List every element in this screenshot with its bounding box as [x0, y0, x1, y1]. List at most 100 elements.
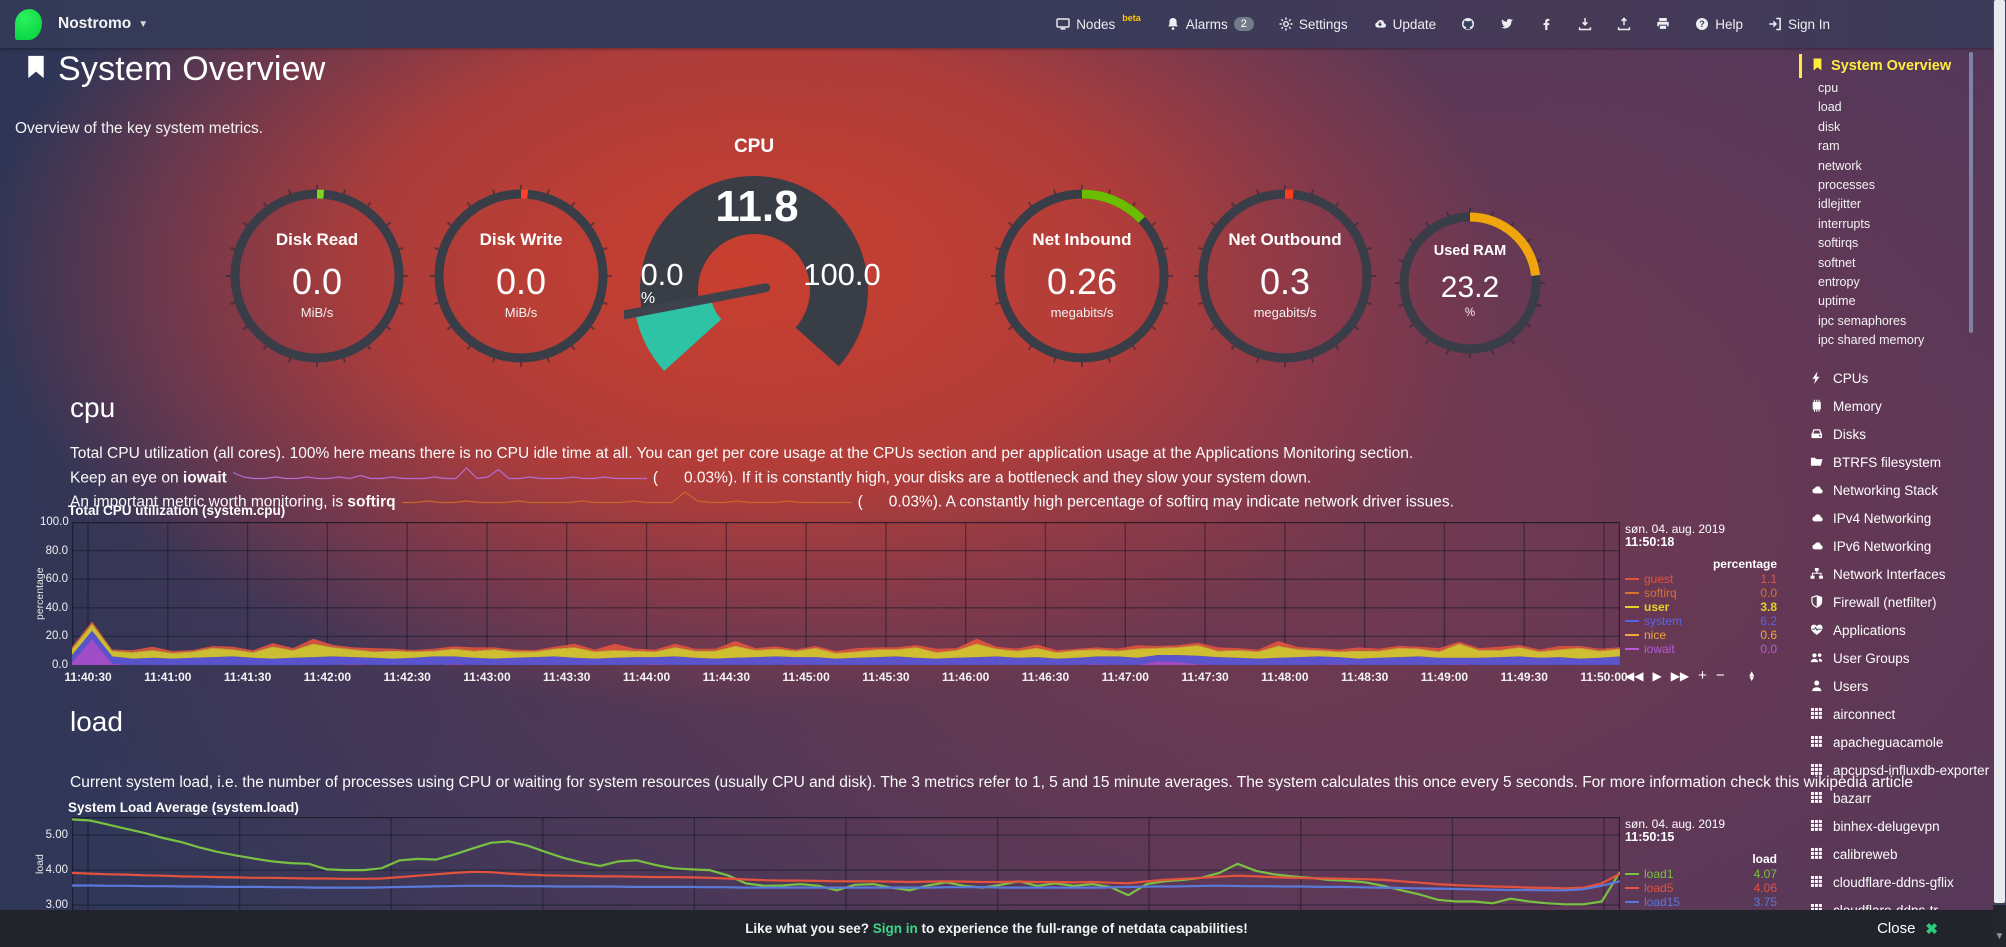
sidebar-subitem-load[interactable]: load: [1818, 100, 1842, 115]
cpu-desc-line3: An important metric worth monitoring, is…: [70, 490, 1454, 515]
legend-value: 4.07: [1753, 867, 1777, 881]
memory-icon: [1810, 399, 1825, 417]
sidebar-subitem-processes[interactable]: processes: [1818, 177, 1875, 192]
scroll-down-icon[interactable]: ▼: [1993, 905, 2006, 947]
sidebar-item-ipv4-networking[interactable]: IPv4 Networking: [1810, 505, 1991, 533]
nav-item-settings[interactable]: Settings: [1279, 17, 1348, 32]
sidebar-subitem-network[interactable]: network: [1818, 158, 1862, 173]
sidebar-subitem-cpu[interactable]: cpu: [1818, 81, 1839, 95]
x-axis-tick: 11:44:30: [702, 670, 750, 684]
legend-row-load5[interactable]: load5 4.06: [1625, 881, 1777, 895]
chart-cpu[interactable]: Total CPU utilization (system.cpu) percen…: [34, 503, 1785, 705]
sidebar-item-system-overview[interactable]: System Overview: [1799, 54, 1991, 78]
gauge-net-outbound[interactable]: Net Outbound 0.3 megabits/s: [1193, 184, 1377, 368]
sidebar-item-label: calibreweb: [1833, 846, 1898, 862]
chevron-down-icon[interactable]: ▼: [138, 18, 149, 30]
sidebar-subitem-softirqs[interactable]: softirqs: [1818, 236, 1859, 251]
sidebar-subitem-entropy[interactable]: entropy: [1818, 274, 1860, 289]
x-axis-tick: 11:47:30: [1181, 670, 1229, 684]
sidebar-item-binhex-delugevpn[interactable]: binhex-delugevpn: [1810, 813, 1991, 841]
sidebar-item-networking-stack[interactable]: Networking Stack: [1810, 477, 1991, 505]
page-scrollbar[interactable]: ▼: [1993, 0, 2006, 947]
gauge-used-ram[interactable]: Used RAM 23.2%: [1394, 207, 1546, 359]
close-icon[interactable]: ✖: [1925, 920, 1938, 938]
cpu-gauge-title: CPU: [733, 136, 775, 157]
sidebar-subitem-interrupts[interactable]: interrupts: [1818, 216, 1871, 231]
sidebar-subitem-disk[interactable]: disk: [1818, 119, 1841, 134]
nav-item-upload-icon[interactable]: [1617, 17, 1631, 31]
nav-item-sign-in[interactable]: Sign In: [1768, 17, 1830, 32]
sidebar-item-network-interfaces[interactable]: Network Interfaces: [1810, 561, 1991, 589]
top-navbar: Nostromo ▼ Nodes beta Alarms 2 Settings Updat…: [0, 0, 2006, 48]
sidebar-item-label: apcupsd-influxdb-exporter: [1833, 762, 1990, 778]
sidebar-subitem-idlejitter[interactable]: idlejitter: [1818, 197, 1862, 212]
legend-row-load1[interactable]: load1 4.07: [1625, 867, 1777, 881]
sidebar-item-airconnect[interactable]: airconnect: [1810, 701, 1991, 729]
nav-item-github-icon[interactable]: [1461, 17, 1475, 31]
y-axis-tick: 5.00: [45, 829, 68, 842]
sidebar-scrollbar[interactable]: [1969, 52, 1973, 333]
resize-icon[interactable]: ▲ ▼: [1747, 668, 1756, 683]
nav-item-alarms[interactable]: Alarms 2: [1166, 17, 1254, 32]
netdata-logo-icon[interactable]: [15, 8, 42, 40]
play-icon[interactable]: ▶: [1652, 668, 1662, 683]
sidebar-item-btrfs-filesystem[interactable]: BTRFS filesystem: [1810, 449, 1991, 477]
gauge-disk-write[interactable]: Disk Write 0.0 MiB/s: [429, 184, 613, 368]
nav-item-facebook-icon[interactable]: [1539, 17, 1553, 31]
legend-row-load15[interactable]: load15 3.75: [1625, 895, 1777, 909]
gauge-value: 0.3: [1259, 261, 1311, 303]
chart-load[interactable]: System Load Average (system.load) load 3.0…: [34, 800, 1785, 947]
gauge-disk-read[interactable]: Disk Read 0.0 MiB/s: [225, 184, 409, 368]
sidebar-item-ipv6-networking[interactable]: IPv6 Networking: [1810, 533, 1991, 561]
nav-item-download-icon[interactable]: [1578, 17, 1592, 31]
sidebar-item-apcupsd-influxdb-exporter[interactable]: apcupsd-influxdb-exporter: [1810, 757, 1991, 785]
sidebar-item-users[interactable]: Users: [1810, 673, 1991, 701]
gauge-cpu[interactable]: 11.8 0.0 100.0%: [620, 163, 884, 378]
legend-row-user[interactable]: user 3.8: [1625, 600, 1777, 614]
chart-legend: søn. 04. aug. 2019 11:50:18 percentage gues…: [1625, 522, 1777, 665]
zoom-out-icon[interactable]: −: [1715, 667, 1725, 684]
nav-item-update[interactable]: Update: [1373, 17, 1436, 32]
legend-row-nice[interactable]: nice 0.6: [1625, 628, 1777, 642]
legend-row-system[interactable]: system 6.2: [1625, 614, 1777, 628]
svg-text:%: %: [641, 290, 655, 307]
nav-item-twitter-icon[interactable]: [1500, 17, 1514, 31]
legend-row-softirq[interactable]: softirq 0.0: [1625, 586, 1777, 600]
sidebar-item-applications[interactable]: Applications: [1810, 617, 1991, 645]
pan-back-icon[interactable]: ◀◀: [1625, 668, 1644, 683]
sidebar-item-disks[interactable]: Disks: [1810, 421, 1991, 449]
footer-signin-link[interactable]: Sign in: [872, 921, 918, 936]
sidebar-subitem-softnet[interactable]: softnet: [1818, 255, 1856, 270]
sidebar-item-bazarr[interactable]: bazarr: [1810, 785, 1991, 813]
softirq-sparkline[interactable]: [401, 490, 852, 513]
nav-item-help[interactable]: ? Help: [1695, 17, 1743, 32]
gauge-unit: MiB/s: [300, 304, 334, 320]
sidebar-subitem-ipc-shared-memory[interactable]: ipc shared memory: [1818, 333, 1925, 348]
sidebar-subitem-ipc-semaphores[interactable]: ipc semaphores: [1818, 313, 1907, 328]
legend-name: load5: [1644, 881, 1674, 895]
hostname[interactable]: Nostromo: [58, 15, 132, 32]
nav-item-nodes[interactable]: Nodes beta: [1056, 13, 1141, 32]
sidebar-item-memory[interactable]: Memory: [1810, 393, 1991, 421]
pan-forward-icon[interactable]: ▶▶: [1670, 668, 1690, 683]
sidebar-subitems: cpu load disk ram network processes idlejitter…: [1818, 81, 1991, 352]
sidebar-item-cpus[interactable]: CPUs: [1810, 365, 1991, 393]
sidebar-subitem-uptime[interactable]: uptime: [1818, 294, 1856, 309]
legend-row-guest[interactable]: guest 1.1: [1625, 572, 1777, 586]
sidebar-subitem-ram[interactable]: ram: [1818, 139, 1840, 154]
legend-row-iowait[interactable]: iowait 0.0: [1625, 642, 1777, 656]
sidebar-item-user-groups[interactable]: User Groups: [1810, 645, 1991, 673]
sidebar-item-firewall-netfilter-[interactable]: Firewall (netfilter): [1810, 589, 1991, 617]
iowait-sparkline[interactable]: [232, 466, 647, 489]
sidebar-item-apacheguacamole[interactable]: apacheguacamole: [1810, 729, 1991, 757]
sidebar-item-cloudflare-ddns-gflix[interactable]: cloudflare-ddns-gflix: [1810, 869, 1991, 897]
gauge-net-inbound[interactable]: Net Inbound 0.26 megabits/s: [990, 184, 1174, 368]
zoom-in-icon[interactable]: +: [1698, 667, 1707, 684]
grid-icon: [1810, 735, 1825, 753]
nav-item-print-icon[interactable]: [1656, 17, 1670, 31]
nav-item-label: Nodes: [1076, 16, 1116, 32]
page-scrollbar-thumb[interactable]: [1994, 0, 2005, 903]
sidebar-item-calibreweb[interactable]: calibreweb: [1810, 841, 1991, 869]
legend-value: 0.6: [1760, 628, 1777, 642]
footer-close-button[interactable]: Close ✖: [1877, 920, 1938, 938]
